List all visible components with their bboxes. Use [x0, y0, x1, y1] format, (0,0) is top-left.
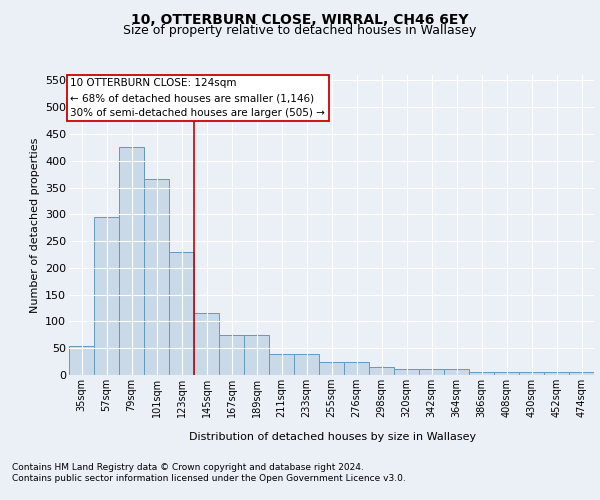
Bar [194, 314, 219, 375]
Bar [69, 346, 94, 375]
Bar [419, 368, 444, 375]
Y-axis label: Number of detached properties: Number of detached properties [29, 138, 40, 312]
Bar [294, 354, 319, 375]
Bar [119, 148, 144, 375]
Bar [569, 372, 594, 375]
Bar [269, 354, 294, 375]
Bar [494, 372, 519, 375]
Text: Contains HM Land Registry data © Crown copyright and database right 2024.: Contains HM Land Registry data © Crown c… [12, 462, 364, 471]
Bar [444, 368, 469, 375]
Bar [519, 372, 544, 375]
Bar [94, 217, 119, 375]
Bar [219, 335, 244, 375]
Bar [144, 180, 169, 375]
Text: 10 OTTERBURN CLOSE: 124sqm
← 68% of detached houses are smaller (1,146)
30% of s: 10 OTTERBURN CLOSE: 124sqm ← 68% of deta… [70, 78, 325, 118]
Text: 10, OTTERBURN CLOSE, WIRRAL, CH46 6EY: 10, OTTERBURN CLOSE, WIRRAL, CH46 6EY [131, 12, 469, 26]
Text: Distribution of detached houses by size in Wallasey: Distribution of detached houses by size … [190, 432, 476, 442]
Bar [394, 368, 419, 375]
Bar [544, 372, 569, 375]
Bar [169, 252, 194, 375]
Bar [469, 372, 494, 375]
Bar [244, 335, 269, 375]
Bar [319, 362, 344, 375]
Bar [369, 367, 394, 375]
Bar [344, 362, 369, 375]
Text: Contains public sector information licensed under the Open Government Licence v3: Contains public sector information licen… [12, 474, 406, 483]
Text: Size of property relative to detached houses in Wallasey: Size of property relative to detached ho… [124, 24, 476, 37]
